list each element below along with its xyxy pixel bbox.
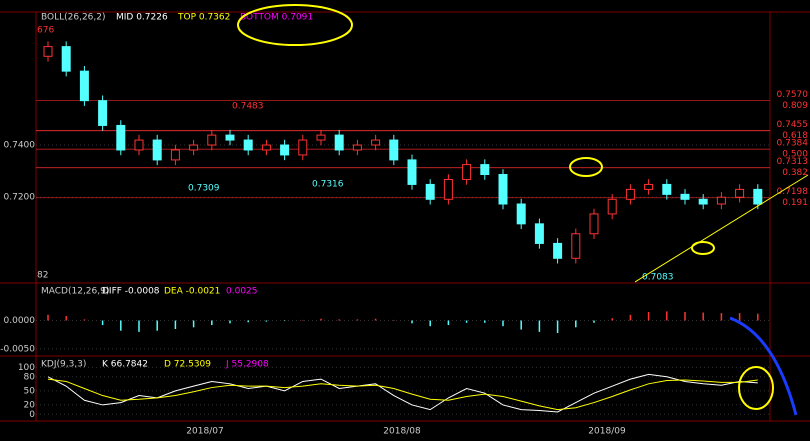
candle-body — [316, 134, 326, 141]
y-tick-label: 20 — [24, 400, 36, 410]
indicator-title: BOLL(26,26,2) — [41, 13, 106, 23]
level-label: 0.7570 — [777, 90, 809, 100]
candle-body — [389, 139, 399, 161]
level-ratio: 0.382 — [782, 168, 808, 178]
candle-body — [243, 139, 253, 151]
level-ratio: 0.809 — [782, 101, 808, 111]
candle-body — [735, 188, 745, 198]
candle-body — [662, 183, 672, 195]
candle-body — [79, 70, 89, 102]
candle-body — [644, 183, 654, 190]
candle-body — [225, 134, 235, 141]
candle-body — [352, 144, 362, 151]
candle-body — [134, 139, 144, 151]
level-label: 0.7313 — [777, 157, 809, 167]
kdj-line — [47, 378, 758, 411]
indicator-title: KDJ(9,3,3) — [41, 360, 86, 370]
indicator-value: J 55.2908 — [225, 360, 269, 370]
indicator-value: D 72.5309 — [164, 360, 211, 370]
x-tick-label: 2018/09 — [588, 427, 626, 437]
y-tick-label: 0 — [29, 410, 35, 420]
candle-body — [680, 193, 690, 200]
indicator-value: DIFF -0.0008 — [102, 287, 160, 297]
y-tick-label: 50 — [24, 386, 36, 396]
indicator-value: MID 0.7226 — [116, 13, 168, 23]
panel-borders — [0, 11, 810, 422]
annotation: 82 — [37, 271, 48, 281]
annotation: 0.7316 — [312, 180, 344, 190]
candle-body — [571, 233, 581, 259]
candle-body — [152, 139, 162, 161]
marks: BOLL(26,26,2) MID 0.7226 TOP 0.7362 BOTTOM … — [0, 13, 808, 437]
level-ratio: 0.500 — [782, 150, 808, 160]
drawings — [237, 4, 809, 416]
candle-body — [261, 144, 271, 151]
candle-body — [170, 149, 180, 161]
candle-body — [116, 124, 126, 151]
kdj-line — [47, 373, 758, 413]
candle-body — [753, 188, 763, 205]
annotation: 0.7083 — [642, 273, 674, 283]
annotation: 0.7309 — [188, 184, 220, 194]
level-label: 0.7198 — [777, 187, 809, 197]
y-tick-label: -0.0050 — [0, 344, 35, 354]
candle-body — [189, 144, 199, 151]
candle-body — [407, 159, 417, 185]
candle-body — [43, 46, 53, 57]
indicator-title: MACD(12,26,9) — [41, 287, 109, 297]
y-tick-label: 0.7400 — [4, 141, 36, 151]
annotation: 0.7483 — [232, 102, 264, 112]
level-ratio: 0.191 — [782, 198, 808, 208]
candle-body — [425, 183, 435, 200]
candle-body — [589, 213, 599, 235]
candle-body — [207, 134, 217, 146]
x-tick-label: 2018/07 — [186, 427, 223, 437]
candle-body — [334, 134, 344, 151]
candle-body — [625, 188, 635, 200]
candle-body — [371, 139, 381, 146]
candle-body — [716, 196, 726, 205]
candle-body — [480, 164, 490, 176]
candle-body — [553, 242, 563, 259]
y-tick-label: 80 — [24, 372, 36, 382]
candle-body — [462, 164, 472, 180]
candle-body — [98, 100, 108, 126]
candle-body — [498, 174, 508, 205]
level-label: 0.7384 — [777, 139, 809, 149]
y-tick-label: 100 — [18, 363, 35, 373]
indicator-value: K 66.7842 — [102, 360, 148, 370]
indicator-value: TOP 0.7362 — [177, 13, 230, 23]
y-tick-label: 0.7200 — [4, 193, 36, 203]
candle-body — [698, 198, 708, 205]
indicator-value: BOTTOM 0.7091 — [240, 13, 313, 23]
candle-body — [280, 144, 290, 156]
annotation: 676 — [37, 26, 54, 36]
candle-body — [298, 139, 308, 156]
candle-body — [607, 198, 617, 215]
candle-body — [516, 203, 526, 225]
x-tick-label: 2018/08 — [383, 427, 421, 437]
level-label: 0.7455 — [777, 120, 809, 130]
indicator-value: DEA -0.0021 — [164, 287, 220, 297]
level-ratio: 0.618 — [782, 131, 808, 141]
indicator-value: 0.0025 — [226, 287, 258, 297]
candle-body — [61, 46, 71, 72]
candle-body — [443, 178, 453, 200]
y-tick-label: 0.0000 — [4, 316, 36, 326]
candle-body — [534, 223, 544, 244]
